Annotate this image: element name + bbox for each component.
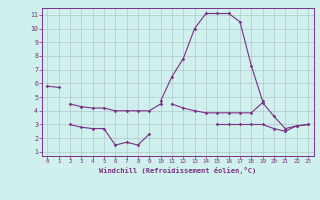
X-axis label: Windchill (Refroidissement éolien,°C): Windchill (Refroidissement éolien,°C): [99, 167, 256, 174]
